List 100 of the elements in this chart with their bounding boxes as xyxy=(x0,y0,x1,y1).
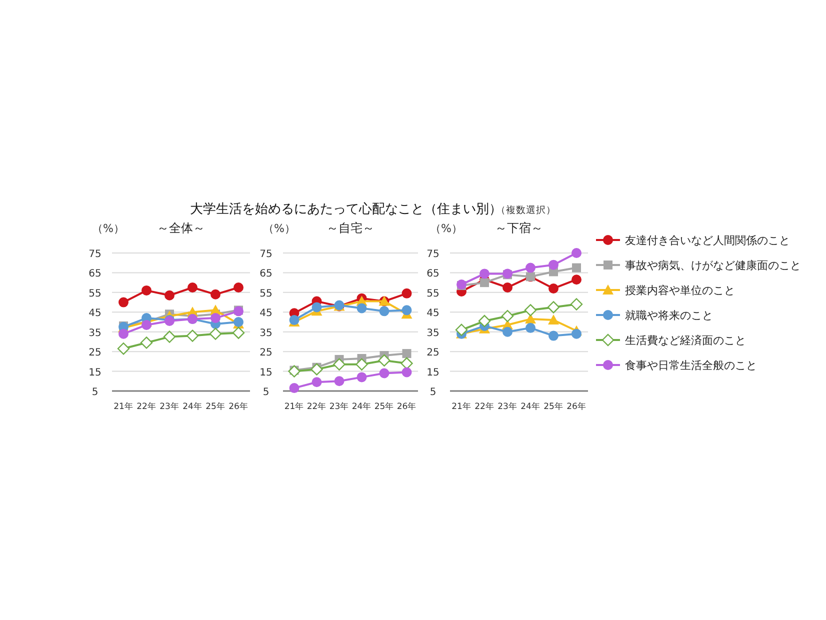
point xyxy=(118,328,128,339)
point xyxy=(164,290,174,300)
legend-label: 生活費など経済面のこと xyxy=(625,334,746,347)
point xyxy=(163,330,176,343)
point xyxy=(526,322,536,333)
y-tick-label: 65 xyxy=(88,268,102,280)
x-tick-label: 24年 xyxy=(520,401,540,412)
y-tick-label: 15 xyxy=(88,367,102,378)
point xyxy=(210,313,220,324)
point xyxy=(572,248,582,258)
y-tick-label: 35 xyxy=(260,328,272,339)
x-tick-label: 26年 xyxy=(396,401,417,412)
point xyxy=(548,283,558,294)
x-tick-label: 23年 xyxy=(329,401,350,412)
point xyxy=(572,328,582,339)
y-tick-label: 25 xyxy=(260,348,272,359)
point xyxy=(142,320,152,330)
point xyxy=(210,289,220,300)
x-tick-label: 22年 xyxy=(136,401,156,412)
point xyxy=(526,262,536,273)
legend-label: 食事や日常生活全般のこと xyxy=(625,359,757,372)
point xyxy=(402,349,412,358)
y-axis-title: （%） xyxy=(263,222,296,235)
point xyxy=(548,330,558,341)
y-tick-label: 55 xyxy=(88,288,102,300)
point xyxy=(548,314,559,325)
y-tick-label: 55 xyxy=(426,288,440,300)
x-tick-label: 24年 xyxy=(352,401,372,412)
x-tick-label: 26年 xyxy=(566,401,586,412)
y-tick-label: 25 xyxy=(88,348,102,359)
y-tick-label: 35 xyxy=(426,328,440,339)
point xyxy=(402,305,412,316)
y-tick-label: 45 xyxy=(88,308,102,320)
point xyxy=(400,357,413,370)
x-tick-label: 23年 xyxy=(498,401,518,412)
point xyxy=(117,342,130,355)
y-tick-label: 5 xyxy=(430,387,436,398)
point xyxy=(502,326,512,337)
chart-title: ～自宅～ xyxy=(326,221,374,235)
point xyxy=(378,354,390,367)
point xyxy=(310,363,323,376)
point xyxy=(402,288,412,298)
point xyxy=(356,372,367,382)
y-tick-label: 75 xyxy=(88,249,102,260)
point xyxy=(188,282,198,292)
y-tick-label: 15 xyxy=(260,367,272,378)
x-tick-label: 25年 xyxy=(374,401,394,412)
y-tick-label: 45 xyxy=(260,308,272,320)
y-axis-title: （%） xyxy=(430,222,462,235)
point xyxy=(209,328,222,340)
point xyxy=(455,324,468,336)
point xyxy=(312,377,322,388)
chart-title: ～全体～ xyxy=(157,221,205,235)
point xyxy=(142,285,152,296)
y-tick-label: 15 xyxy=(426,367,440,378)
x-tick-label: 21年 xyxy=(284,401,304,412)
y-tick-label: 75 xyxy=(426,249,440,260)
x-tick-label: 25年 xyxy=(206,401,226,412)
x-tick-label: 22年 xyxy=(306,401,327,412)
point xyxy=(356,303,367,314)
x-tick-label: 22年 xyxy=(474,401,494,412)
point xyxy=(548,260,558,270)
chart-title: ～下宿～ xyxy=(495,221,543,235)
point xyxy=(356,358,368,370)
legend-label: 就職や将来のこと xyxy=(625,309,713,322)
point xyxy=(379,306,390,316)
point xyxy=(379,368,390,378)
point xyxy=(547,301,560,314)
point xyxy=(572,274,582,285)
x-tick-label: 21年 xyxy=(452,401,472,412)
point xyxy=(402,367,412,378)
y-tick-label: 5 xyxy=(262,387,270,398)
point xyxy=(289,383,300,394)
y-tick-label: 45 xyxy=(426,308,440,320)
y-tick-label: 65 xyxy=(426,268,440,280)
point xyxy=(140,336,153,349)
point xyxy=(480,268,490,279)
point xyxy=(480,278,489,288)
x-tick-label: 26年 xyxy=(228,401,248,412)
point xyxy=(501,310,514,322)
point xyxy=(312,302,322,312)
y-tick-label: 55 xyxy=(260,288,272,300)
point xyxy=(288,365,300,378)
point xyxy=(234,282,244,292)
point xyxy=(524,304,537,316)
point xyxy=(118,297,128,308)
point xyxy=(478,314,491,328)
x-tick-label: 24年 xyxy=(182,401,202,412)
x-tick-label: 23年 xyxy=(160,401,180,412)
y-axis-title: （%） xyxy=(92,222,124,235)
point xyxy=(502,282,512,292)
y-tick-label: 75 xyxy=(260,249,272,260)
point xyxy=(570,298,583,310)
y-tick-label: 5 xyxy=(92,387,98,398)
legend-label: 授業内容や単位のこと xyxy=(625,284,735,297)
point xyxy=(333,358,346,370)
point xyxy=(232,326,245,339)
y-tick-label: 35 xyxy=(88,328,102,339)
x-tick-label: 25年 xyxy=(544,401,564,412)
y-tick-label: 65 xyxy=(260,268,272,280)
